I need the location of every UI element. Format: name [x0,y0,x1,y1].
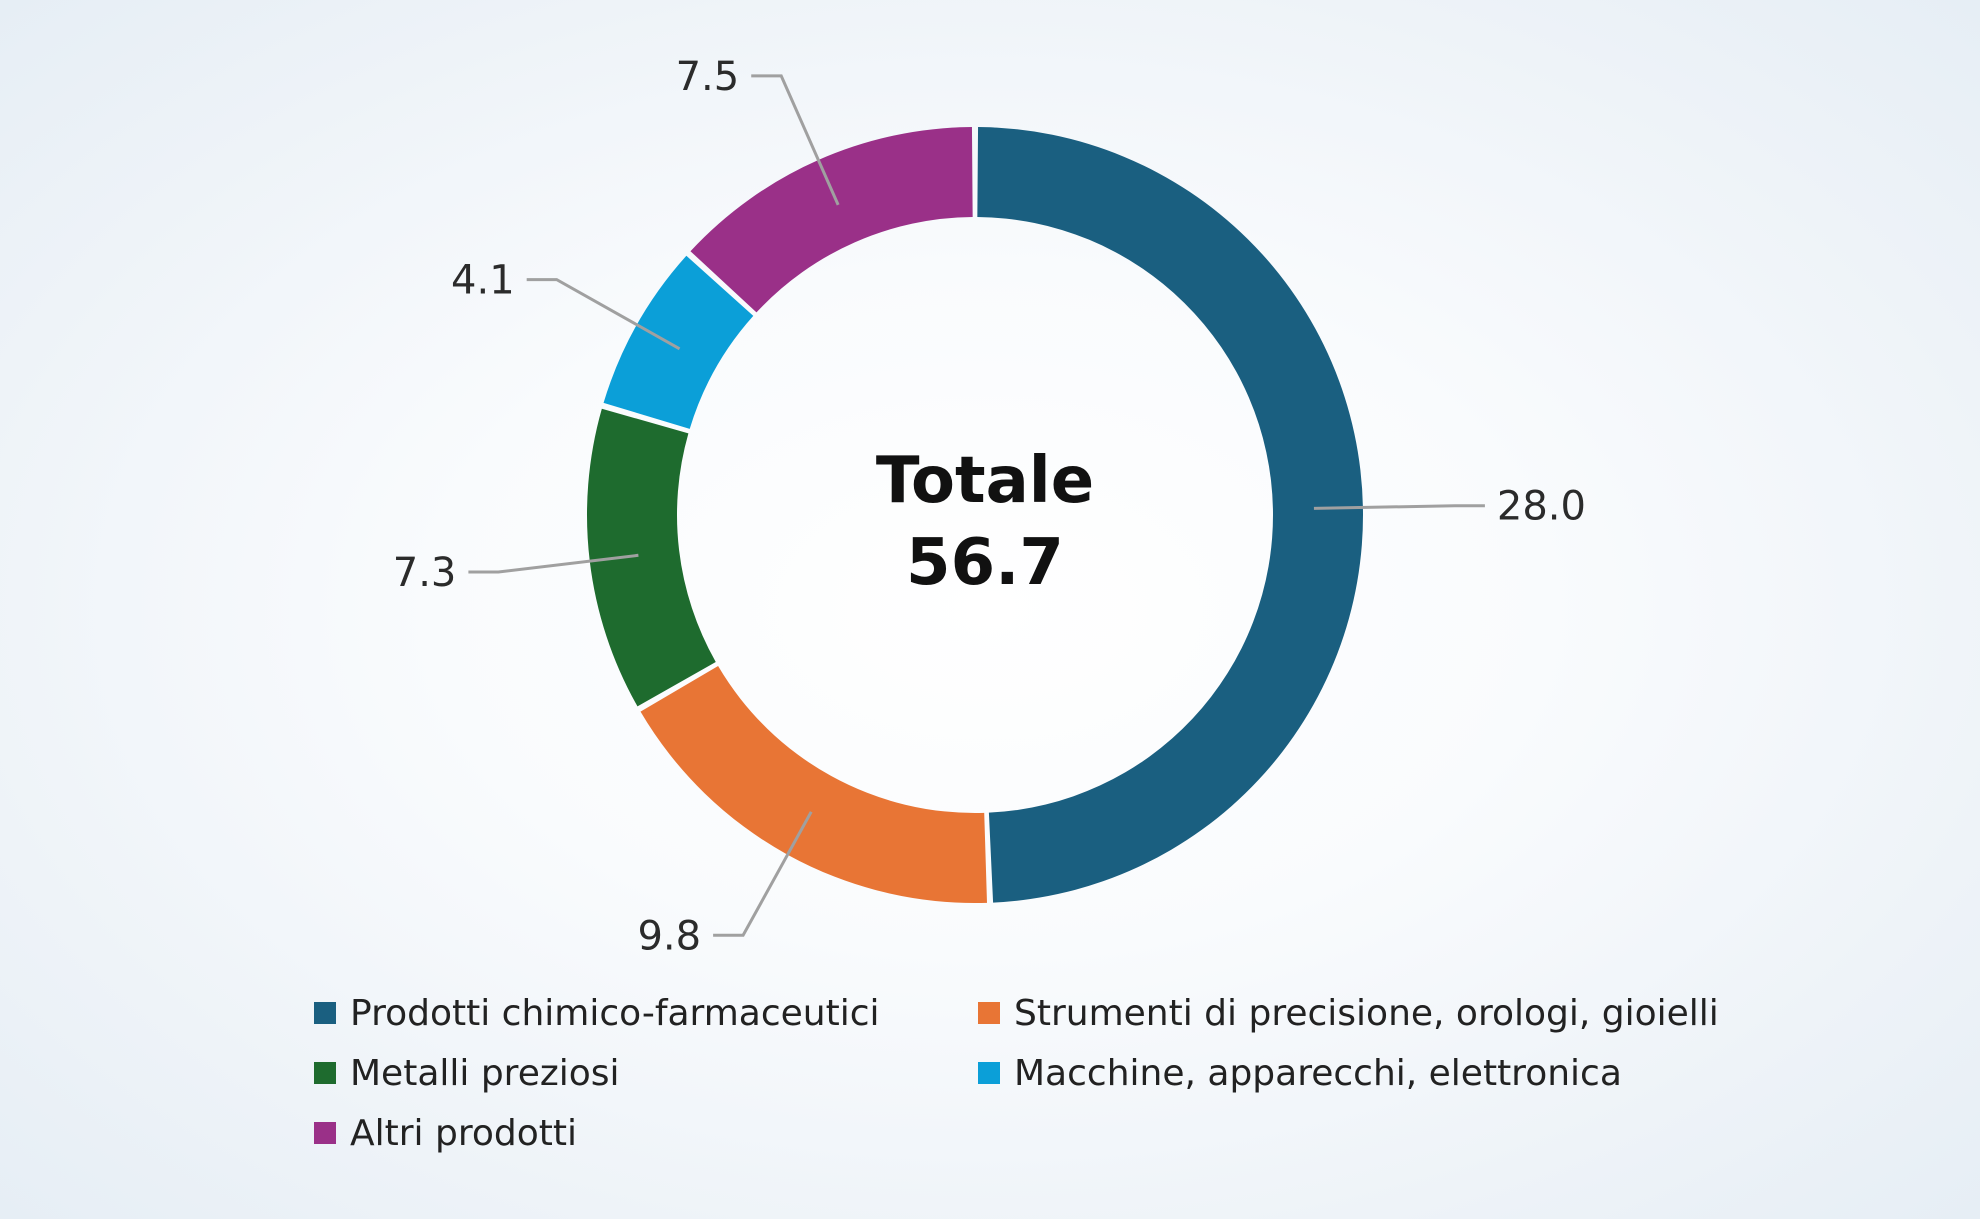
slice-macchine-apparecchi-elettronica [603,255,754,429]
legend-item-strumenti-di-precisione-orologi-gioielli: Strumenti di precisione, orologi, gioiel… [978,990,1719,1036]
leader-lines [468,74,1485,937]
value-label-strumenti-di-precisione-orologi-gioielli: 9.8 [637,913,701,959]
center-title: Totale [876,444,1094,518]
legend-item-macchine-apparecchi-elettronica: Macchine, apparecchi, elettronica [978,1050,1678,1096]
legend-swatch [978,1062,1000,1084]
slice-altri-prodotti [690,127,973,313]
legend-label: Strumenti di precisione, orologi, gioiel… [1014,992,1719,1034]
value-label-altri-prodotti: 7.5 [676,54,740,100]
center-total-value: 56.7 [906,526,1064,600]
donut-slices [587,127,1363,903]
legend-swatch [314,1062,336,1084]
legend-item-altri-prodotti: Altri prodotti [314,1110,978,1156]
value-label-prodotti-chimico-farmaceutici: 28.0 [1497,484,1586,530]
leader-line-metalli-preziosi [468,553,639,574]
leader-line-strumenti-di-precisione-orologi-gioielli [713,811,813,937]
leader-line-altri-prodotti [751,74,840,206]
slice-metalli-preziosi [587,408,716,707]
leader-line-macchine-apparecchi-elettronica [526,278,681,351]
legend-swatch [314,1002,336,1024]
legend: Prodotti chimico-farmaceutici Strumenti d… [314,990,1734,1156]
legend-swatch [978,1002,1000,1024]
legend-label: Macchine, apparecchi, elettronica [1014,1052,1622,1094]
value-label-macchine-apparecchi-elettronica: 4.1 [451,258,515,304]
legend-item-metalli-preziosi: Metalli preziosi [314,1050,978,1096]
legend-label: Metalli preziosi [350,1052,620,1094]
legend-item-prodotti-chimico-farmaceutici: Prodotti chimico-farmaceutici [314,990,978,1036]
legend-swatch [314,1122,336,1144]
slice-strumenti-di-precisione-orologi-gioielli [640,666,987,903]
legend-label: Altri prodotti [350,1112,577,1154]
value-labels: 28.0 9.8 7.3 4.1 7.5 [393,54,1586,959]
legend-label: Prodotti chimico-farmaceutici [350,992,880,1034]
value-label-metalli-preziosi: 7.3 [393,550,457,596]
slice-prodotti-chimico-farmaceutici [977,127,1363,903]
leader-line-prodotti-chimico-farmaceutici [1313,504,1485,510]
